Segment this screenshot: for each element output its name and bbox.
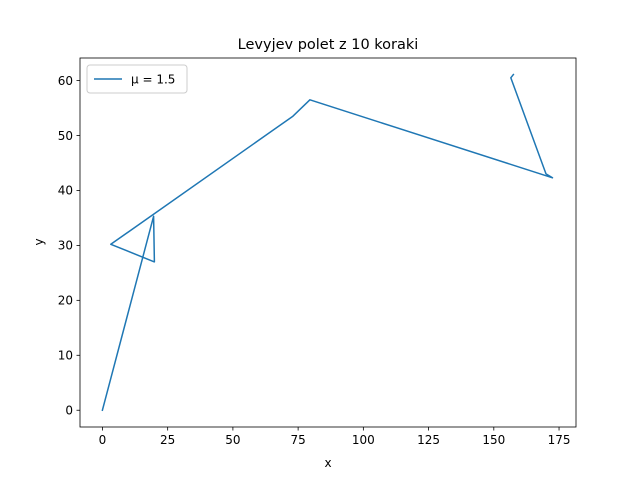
y-tick-label: 20 <box>58 294 73 308</box>
y-axis-label: y <box>32 238 46 245</box>
x-tick-label: 100 <box>352 433 375 447</box>
y-tick-label: 0 <box>65 404 73 418</box>
y-axis: 0 10 20 30 40 50 60 <box>58 74 80 418</box>
x-tick-label: 150 <box>482 433 505 447</box>
x-tick-label: 50 <box>225 433 240 447</box>
x-tick-label: 175 <box>548 433 571 447</box>
chart-title: Levyjev polet z 10 koraki <box>238 37 419 53</box>
x-axis-label: x <box>324 456 331 470</box>
x-axis: 0 25 50 75 100 125 150 175 <box>99 427 571 447</box>
x-tick-label: 0 <box>99 433 107 447</box>
y-tick-label: 60 <box>58 74 73 88</box>
x-tick-label: 125 <box>417 433 440 447</box>
series-layer <box>101 73 554 412</box>
x-tick-label: 25 <box>160 433 175 447</box>
legend-box <box>86 64 188 94</box>
x-tick-label: 75 <box>290 433 305 447</box>
legend: μ = 1.5 <box>86 64 188 94</box>
y-tick-label: 40 <box>58 184 73 198</box>
y-tick-label: 30 <box>58 239 73 253</box>
y-tick-label: 50 <box>58 129 73 143</box>
legend-label: μ = 1.5 <box>131 73 175 87</box>
plot-area <box>80 58 576 427</box>
plot-frame <box>79 57 577 428</box>
series-line <box>101 73 554 412</box>
y-tick-label: 10 <box>58 349 73 363</box>
